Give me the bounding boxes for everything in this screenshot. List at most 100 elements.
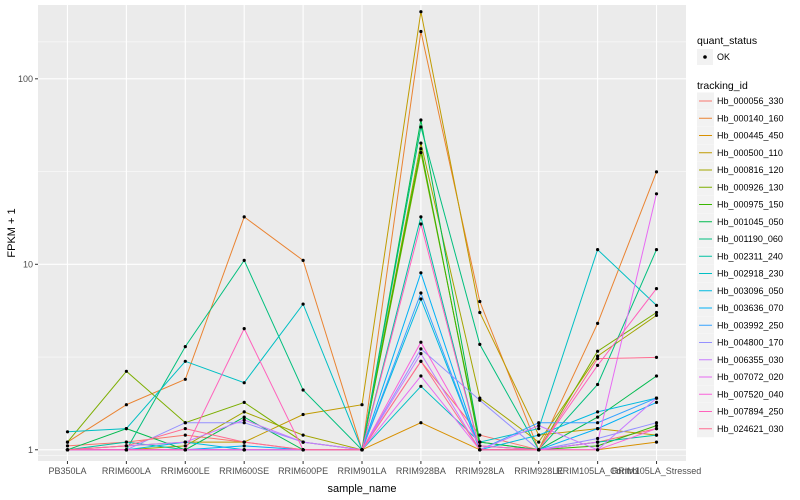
data-point	[596, 440, 600, 444]
data-point	[65, 440, 70, 444]
data-point	[596, 321, 600, 325]
data-point	[301, 302, 305, 306]
data-point	[419, 384, 423, 388]
data-point	[537, 440, 541, 444]
data-point	[654, 248, 659, 252]
legend-label: Hb_000926_130	[717, 182, 784, 192]
data-point	[419, 147, 423, 151]
legend-label: Hb_003636_070	[717, 303, 784, 313]
data-point	[124, 427, 128, 431]
data-point	[242, 410, 246, 414]
data-point	[242, 448, 246, 452]
data-point	[478, 440, 482, 444]
x-tick-label: RRIM928BA	[396, 466, 446, 476]
data-point	[654, 421, 659, 425]
data-point	[654, 355, 659, 359]
data-point	[596, 382, 600, 387]
data-point	[654, 400, 659, 404]
data-point	[478, 433, 482, 437]
data-point	[242, 421, 246, 425]
data-point	[419, 29, 423, 34]
y-axis-title: FPKM + 1	[6, 208, 18, 257]
data-point	[419, 141, 423, 145]
legend-label: Hb_003992_250	[717, 320, 784, 330]
data-point	[478, 299, 482, 304]
data-point	[654, 433, 659, 437]
data-point	[654, 427, 659, 431]
data-point	[124, 403, 128, 407]
data-point	[183, 377, 187, 381]
legend-label: Hb_000445_450	[717, 131, 784, 141]
y-axis-ticks: 1 10 100	[18, 74, 38, 455]
data-point	[654, 374, 659, 378]
y-tick-label: 10	[23, 259, 33, 269]
data-point	[183, 440, 187, 444]
data-point	[360, 448, 364, 452]
data-point	[242, 400, 246, 404]
legend-label: Hb_001045_050	[717, 217, 784, 227]
data-point	[596, 363, 600, 367]
x-tick-label: PB350LA	[48, 466, 86, 476]
data-point	[596, 357, 600, 361]
y-tick-label: 1	[28, 445, 33, 455]
data-point	[537, 448, 541, 452]
legend-label: Hb_000056_330	[717, 96, 784, 106]
data-point	[654, 424, 659, 428]
data-point	[478, 448, 482, 452]
data-point	[301, 440, 305, 444]
data-point	[242, 444, 246, 448]
data-point	[242, 215, 246, 219]
legend-title-quant-status: quant_status	[697, 35, 757, 47]
x-axis-title: sample_name	[327, 483, 396, 495]
y-tick-label: 100	[18, 74, 33, 84]
data-point	[654, 287, 659, 291]
data-point	[242, 440, 246, 444]
data-point	[654, 313, 659, 317]
data-point	[183, 345, 187, 349]
data-point	[478, 342, 482, 346]
x-tick-label: RRIM105LA_Stressed	[612, 466, 702, 476]
data-point	[301, 258, 305, 262]
legend: quant_status OK tracking_id Hb_000056_33…	[697, 35, 784, 438]
legend-label: Hb_000816_120	[717, 165, 784, 175]
data-point	[301, 448, 305, 452]
data-point	[242, 327, 246, 331]
legend-label: Hb_007520_040	[717, 389, 784, 399]
legend-point-key	[703, 55, 707, 59]
legend-quant-status: OK	[697, 49, 730, 65]
legend-label: Hb_002918_230	[717, 269, 784, 279]
data-point	[65, 448, 70, 452]
legend-label: Hb_001190_060	[717, 234, 783, 244]
data-point	[654, 396, 659, 400]
legend-label: Hb_007072_020	[717, 372, 784, 382]
data-point	[478, 444, 482, 448]
data-point	[537, 427, 541, 431]
data-point	[596, 448, 600, 452]
x-tick-label: RRIM600PE	[278, 466, 328, 476]
data-point	[419, 10, 423, 14]
data-point	[419, 352, 423, 356]
legend-label: Hb_024621_030	[717, 424, 784, 434]
data-point	[419, 347, 423, 351]
data-point	[183, 444, 187, 448]
legend-label: Hb_006355_030	[717, 355, 784, 365]
data-point	[65, 430, 70, 434]
x-tick-label: RRIM901LA	[337, 466, 386, 476]
data-point	[242, 381, 246, 385]
data-point	[596, 410, 600, 414]
data-point	[537, 421, 541, 425]
data-point	[65, 444, 70, 448]
data-point	[419, 374, 423, 378]
data-point	[183, 433, 187, 437]
legend-label: Hb_002311_240	[717, 251, 783, 261]
data-point	[596, 248, 600, 252]
data-point	[596, 421, 600, 425]
data-point	[654, 303, 659, 307]
legend-label: Hb_000975_150	[717, 200, 784, 210]
data-point	[419, 291, 423, 295]
data-point	[596, 354, 600, 358]
data-point	[242, 415, 246, 419]
data-point	[124, 444, 128, 448]
x-tick-label: RRIM105LA_Control	[556, 466, 639, 476]
grid-lines	[38, 5, 686, 461]
